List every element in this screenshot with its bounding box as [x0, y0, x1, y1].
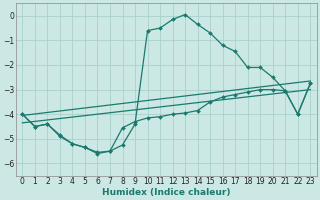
X-axis label: Humidex (Indice chaleur): Humidex (Indice chaleur): [102, 188, 231, 197]
